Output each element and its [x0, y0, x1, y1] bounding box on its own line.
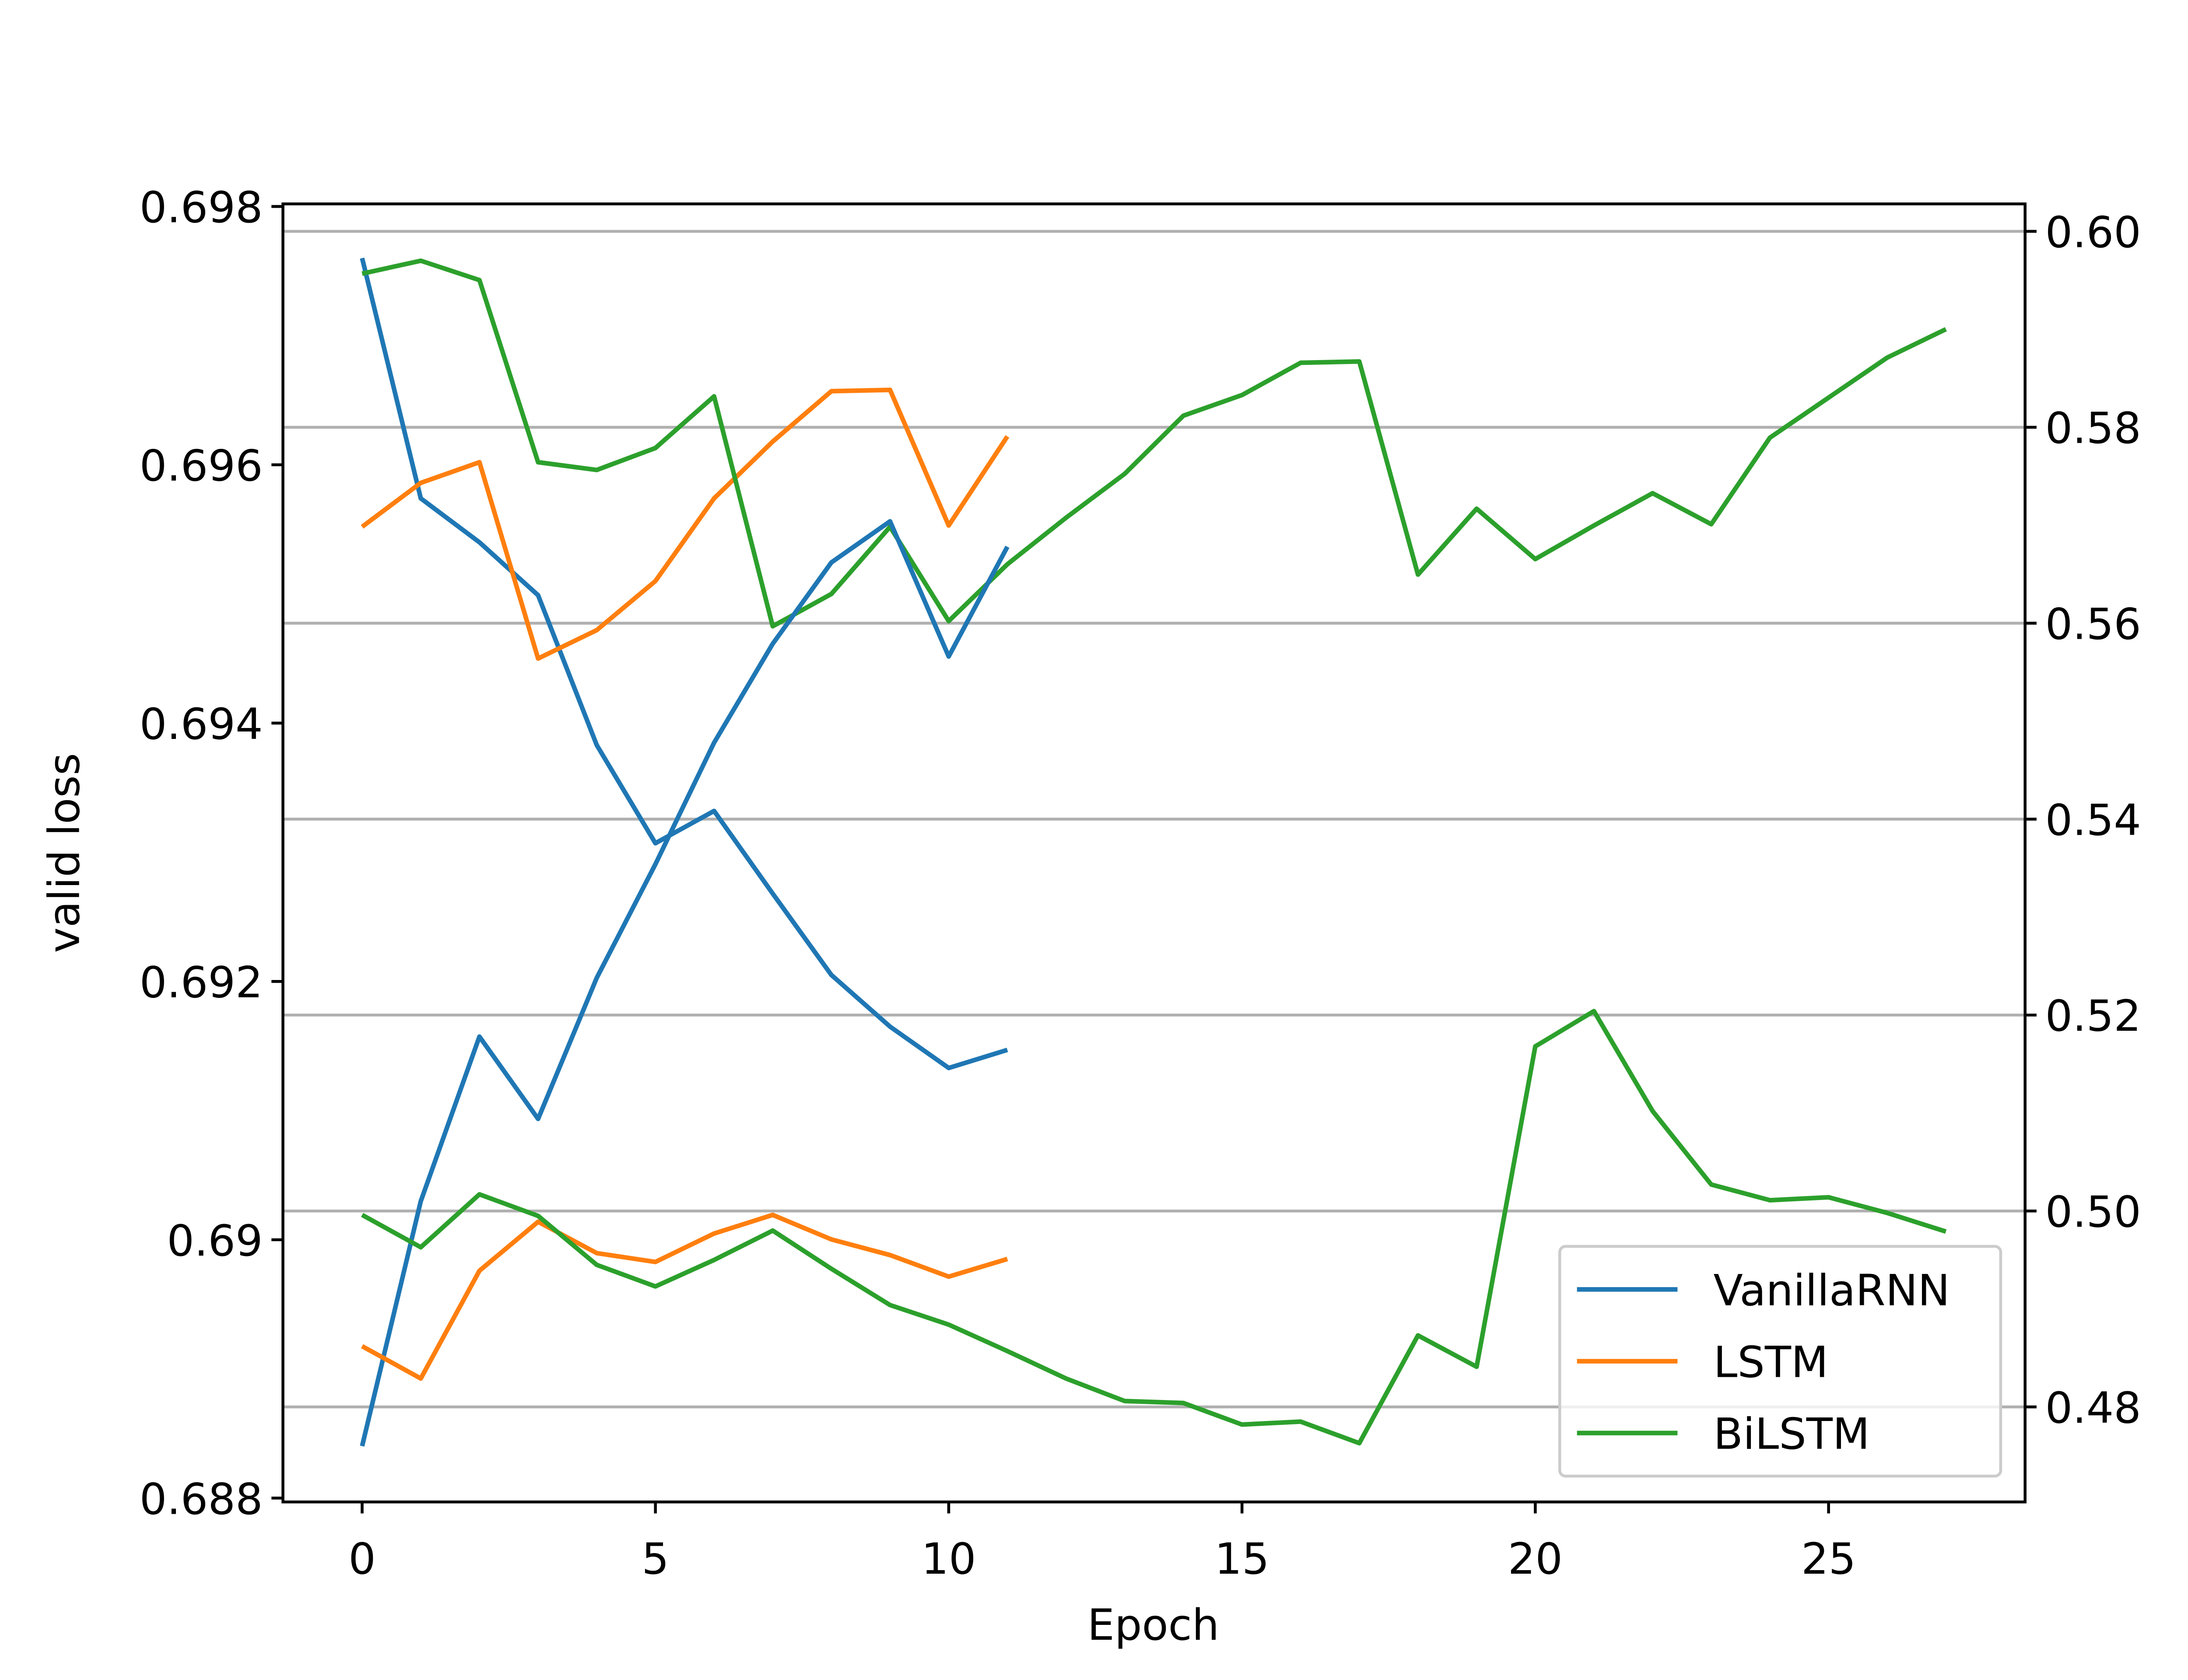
y2-tick-label: 0.58 — [2045, 404, 2141, 454]
series-line — [360, 519, 1010, 1447]
legend-label: BiLSTM — [1713, 1410, 1869, 1460]
y-tick-label: 0.696 — [140, 441, 263, 491]
x-tick-label: 20 — [1508, 1534, 1563, 1584]
legend-box — [1558, 1245, 2002, 1478]
y-tick-label: 0.69 — [167, 1216, 263, 1266]
x-axis-label: Epoch — [1087, 1600, 1219, 1650]
y2-tick-label: 0.54 — [2045, 795, 2141, 845]
y2-axis-label: valid acc — [2187, 758, 2188, 948]
series-line — [360, 257, 1008, 1071]
x-tick-label: 25 — [1801, 1534, 1856, 1584]
y-tick-label: 0.694 — [140, 700, 263, 749]
x-tick-label: 0 — [348, 1534, 376, 1584]
y2-tick-label: 0.60 — [2045, 208, 2141, 258]
y-axis-label: valid loss — [40, 753, 90, 953]
plot-frame — [281, 202, 2027, 1504]
y2-tick-label: 0.48 — [2045, 1383, 2141, 1433]
series-line — [361, 1212, 1008, 1381]
y2-tick-label: 0.52 — [2045, 991, 2141, 1041]
series-line — [361, 258, 1947, 629]
legend-label: VanillaRNN — [1713, 1266, 1950, 1316]
series-line — [361, 387, 1010, 661]
x-tick-label: 15 — [1215, 1534, 1269, 1584]
series-line — [361, 1008, 1947, 1446]
y-tick-label: 0.692 — [140, 958, 263, 1008]
y-tick-label: 0.688 — [140, 1474, 263, 1524]
legend-label: LSTM — [1713, 1337, 1828, 1387]
x-tick-label: 5 — [642, 1534, 669, 1584]
y-tick-label: 0.698 — [140, 183, 263, 233]
y2-tick-label: 0.56 — [2045, 600, 2141, 650]
y2-tick-label: 0.50 — [2045, 1187, 2141, 1237]
x-tick-label: 10 — [921, 1534, 976, 1584]
